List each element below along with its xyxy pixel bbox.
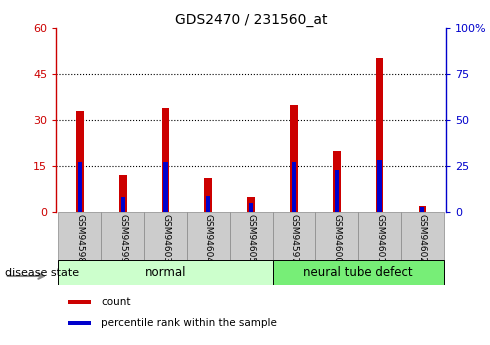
Title: GDS2470 / 231560_at: GDS2470 / 231560_at bbox=[175, 12, 327, 27]
FancyBboxPatch shape bbox=[272, 260, 444, 285]
Bar bbox=[333, 151, 341, 212]
Bar bbox=[163, 162, 168, 212]
FancyBboxPatch shape bbox=[58, 260, 272, 285]
Text: disease state: disease state bbox=[5, 268, 79, 277]
Text: GSM94604: GSM94604 bbox=[204, 214, 213, 263]
Bar bbox=[418, 206, 426, 212]
Bar bbox=[204, 178, 212, 212]
Text: GSM94605: GSM94605 bbox=[246, 214, 256, 263]
Bar bbox=[420, 207, 424, 212]
Bar bbox=[292, 162, 296, 212]
Bar bbox=[335, 170, 339, 212]
Text: count: count bbox=[101, 297, 131, 307]
FancyBboxPatch shape bbox=[58, 212, 101, 260]
Text: GSM94601: GSM94601 bbox=[375, 214, 384, 263]
Bar bbox=[68, 300, 92, 304]
FancyBboxPatch shape bbox=[316, 212, 358, 260]
Bar bbox=[377, 160, 382, 212]
FancyBboxPatch shape bbox=[230, 212, 272, 260]
Text: GSM94603: GSM94603 bbox=[161, 214, 170, 263]
Text: GSM94597: GSM94597 bbox=[290, 214, 298, 263]
Text: GSM94600: GSM94600 bbox=[332, 214, 341, 263]
Bar bbox=[247, 197, 255, 212]
Bar bbox=[119, 175, 126, 212]
Bar bbox=[78, 162, 82, 212]
Bar bbox=[206, 196, 211, 212]
FancyBboxPatch shape bbox=[187, 212, 230, 260]
FancyBboxPatch shape bbox=[401, 212, 444, 260]
Text: percentile rank within the sample: percentile rank within the sample bbox=[101, 318, 277, 328]
Text: normal: normal bbox=[145, 266, 186, 279]
Text: neural tube defect: neural tube defect bbox=[303, 266, 413, 279]
FancyBboxPatch shape bbox=[358, 212, 401, 260]
Bar bbox=[162, 108, 170, 212]
Text: GSM94598: GSM94598 bbox=[75, 214, 84, 263]
Bar bbox=[121, 197, 125, 212]
Bar bbox=[68, 321, 92, 325]
Text: GSM94602: GSM94602 bbox=[418, 214, 427, 263]
FancyBboxPatch shape bbox=[272, 212, 316, 260]
Bar bbox=[249, 203, 253, 212]
FancyBboxPatch shape bbox=[144, 212, 187, 260]
FancyBboxPatch shape bbox=[101, 212, 144, 260]
Text: GSM94599: GSM94599 bbox=[118, 214, 127, 263]
Bar bbox=[290, 105, 298, 212]
Bar bbox=[376, 58, 383, 212]
Bar bbox=[76, 111, 84, 212]
